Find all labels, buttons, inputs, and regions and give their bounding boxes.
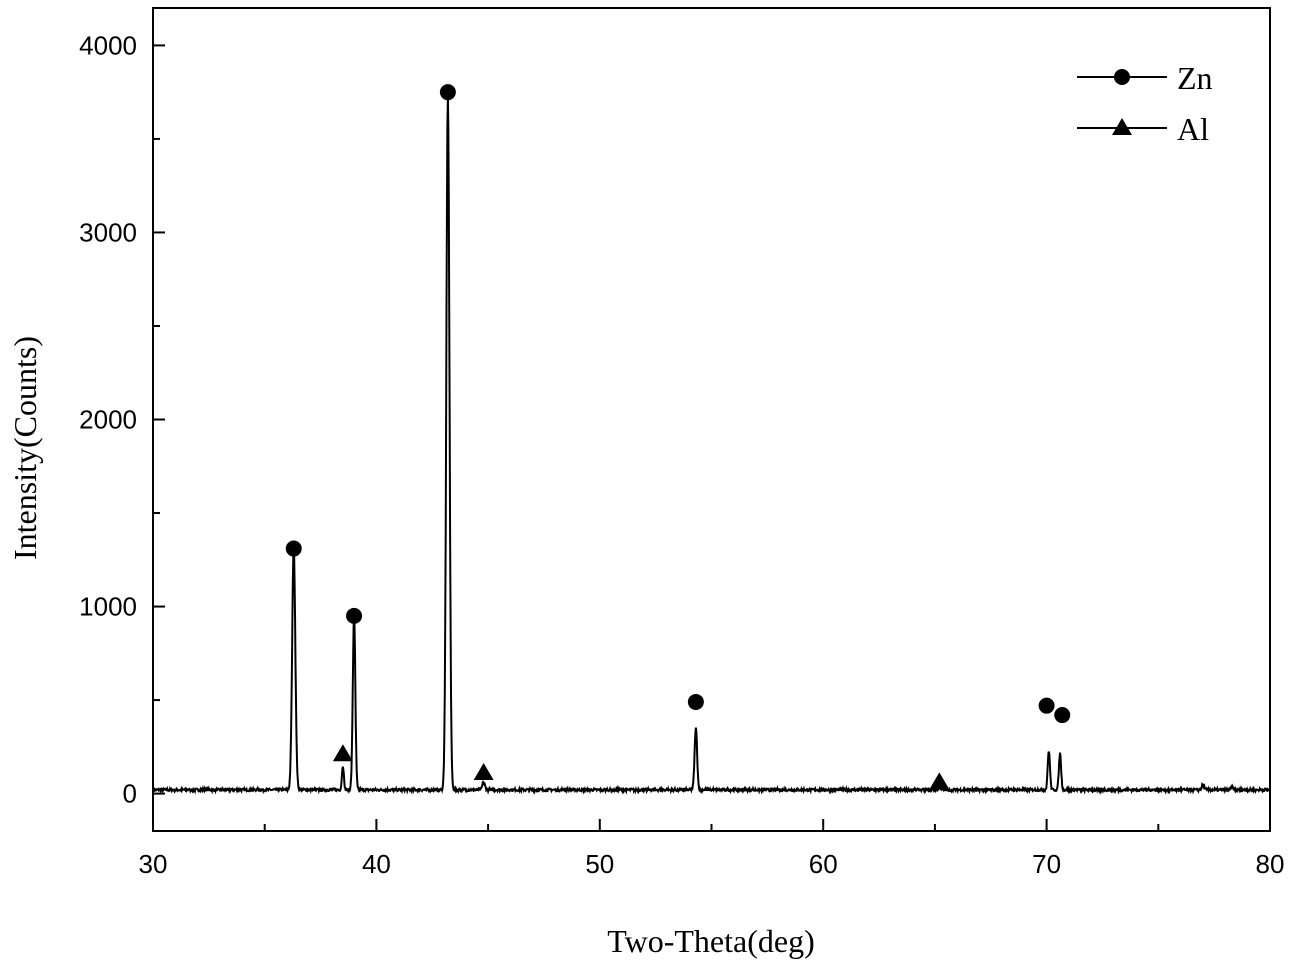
x-tick-label: 80 — [1256, 849, 1285, 879]
y-tick-label: 3000 — [79, 217, 137, 247]
zn-peak-marker — [1054, 707, 1071, 724]
x-tick-label: 40 — [362, 849, 391, 879]
zn-peak-marker — [439, 84, 456, 101]
al-peak-marker — [332, 744, 353, 762]
zn-peak-marker — [285, 540, 302, 557]
x-tick-label: 50 — [585, 849, 614, 879]
x-tick-label: 70 — [1032, 849, 1061, 879]
legend-al-marker — [1112, 118, 1132, 135]
x-tick-label: 30 — [139, 849, 168, 879]
y-tick-label: 1000 — [79, 592, 137, 622]
x-tick-label: 60 — [809, 849, 838, 879]
al-peak-marker — [929, 772, 950, 790]
zn-peak-marker — [1038, 697, 1055, 714]
plot-frame — [152, 7, 1271, 832]
zn-peak-marker — [346, 607, 363, 624]
xrd-pattern-line — [152, 97, 1271, 795]
y-tick-label: 4000 — [79, 30, 137, 60]
y-axis-title: Intensity(Counts) — [7, 336, 43, 560]
x-axis-title: Two-Theta(deg) — [607, 923, 814, 959]
y-tick-label: 0 — [123, 779, 137, 809]
legend-zn-label: Zn — [1177, 60, 1213, 96]
ticks-layer — [152, 44, 1271, 831]
phase-markers-layer — [285, 84, 1071, 790]
zn-peak-marker — [687, 693, 704, 710]
legend-al-label: Al — [1177, 111, 1209, 147]
legend: Zn Al — [1077, 60, 1213, 147]
legend-zn-marker — [1114, 69, 1130, 85]
al-peak-marker — [473, 763, 494, 781]
tick-labels-layer: 30 40 50 60 70 80 0 1000 2000 3000 4000 — [79, 30, 1284, 879]
y-tick-label: 2000 — [79, 405, 137, 435]
